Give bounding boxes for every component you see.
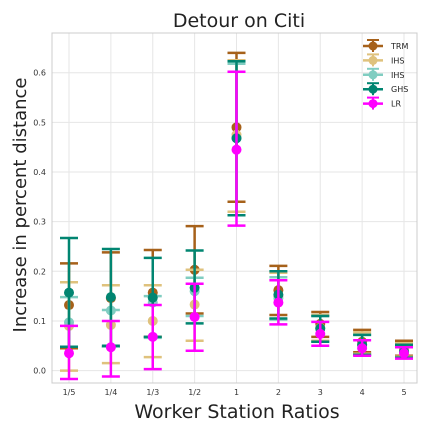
data-point (64, 348, 74, 358)
y-tick-label: 0.2 (33, 267, 46, 276)
x-axis-label: Worker Station Ratios (134, 401, 339, 423)
data-point (273, 298, 283, 308)
data-point (106, 292, 116, 302)
data-point (64, 288, 74, 298)
x-tick-label: 1/3 (146, 388, 159, 397)
data-point (106, 342, 116, 352)
legend-swatch-marker (369, 70, 378, 79)
x-tick-label: 1 (234, 388, 239, 397)
x-tick-label: 1/4 (104, 388, 117, 397)
legend-swatch-marker (369, 99, 378, 108)
x-tick-label: 3 (318, 388, 323, 397)
chart-title: Detour on Citi (173, 10, 305, 32)
data-point (148, 332, 158, 342)
legend-label: IHS (391, 56, 404, 65)
data-point (357, 343, 367, 353)
data-point (148, 293, 158, 303)
y-axis-label: Increase in percent distance (10, 78, 31, 333)
y-tick-label: 0.3 (33, 218, 46, 227)
legend-label: LR (391, 100, 401, 109)
x-tick-label: 1/5 (63, 388, 76, 397)
legend-label: IHS (391, 71, 404, 80)
x-tick-label: 1/2 (188, 388, 201, 397)
legend-swatch-marker (369, 42, 378, 51)
y-tick-label: 0.1 (33, 317, 46, 326)
x-tick-label: 2 (276, 388, 281, 397)
data-point (232, 145, 242, 155)
x-tick-label: 5 (401, 388, 406, 397)
y-tick-label: 0.6 (33, 69, 46, 78)
data-point (190, 312, 200, 322)
legend-swatch-marker (369, 56, 378, 65)
data-point (315, 329, 325, 339)
legend-swatch-marker (369, 85, 378, 94)
x-tick-label: 4 (360, 388, 365, 397)
y-tick-label: 0.4 (33, 168, 46, 177)
data-point (399, 348, 409, 358)
legend-label: GHS (391, 85, 408, 94)
y-tick-label: 0.5 (33, 118, 46, 127)
y-tick-label: 0.0 (33, 367, 46, 376)
legend-label: TRM (390, 42, 408, 51)
